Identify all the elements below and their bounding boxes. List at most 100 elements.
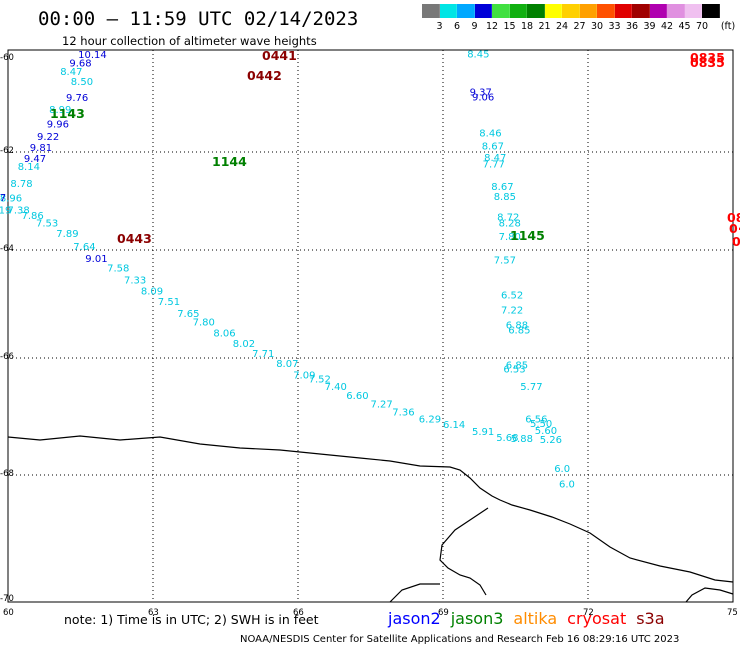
wave-height-point: 6.14 — [443, 420, 465, 431]
color-key-level: 24 — [555, 21, 569, 32]
lon-label: 72 — [583, 608, 594, 618]
color-key-swatch — [579, 4, 597, 18]
wave-height-point: 7.65 — [177, 309, 199, 320]
wave-height-point: 8.85 — [494, 192, 516, 203]
wave-height-point: 9.81 — [30, 143, 52, 154]
wave-height-point: 8.67 — [482, 142, 504, 153]
wave-height-point: 9.22 — [37, 132, 59, 143]
antarctic-coastline — [7, 435, 734, 583]
lon-label: 60 — [3, 608, 14, 618]
wave-height-point: 7.52 — [309, 375, 331, 386]
color-key-swatch — [509, 4, 527, 18]
color-key-level: 21 — [538, 21, 551, 32]
wave-height-point: 5.60 — [535, 426, 557, 437]
wave-height-point: 5.88 — [511, 434, 533, 445]
wave-height-point: 5.50 — [530, 419, 552, 430]
coastline-east — [685, 587, 734, 603]
satellite-s3a: s3a — [636, 609, 665, 628]
lat-label: -68 — [0, 469, 14, 479]
clipped-label: 08 — [727, 210, 740, 225]
lat-label: -64 — [0, 244, 14, 254]
wave-height-point: 7.27 — [371, 400, 393, 411]
wave-height-point: 6.0 — [554, 464, 570, 475]
color-key-swatch — [597, 4, 615, 18]
wave-height-point: 9.47 — [0, 193, 6, 204]
pass-time-1145: 1145 — [510, 228, 545, 243]
pass-time-0442: 0442 — [247, 68, 282, 83]
wave-height-point: 8.99 — [49, 105, 71, 116]
color-key-swatch — [684, 4, 702, 18]
wave-height-point: 7.80 — [499, 232, 521, 243]
wave-height-point: 9.68 — [69, 59, 91, 70]
wave-height-tracks: 10.149.688.478.509.768.999.969.229.819.4… — [0, 49, 575, 490]
color-key-level: 42 — [660, 21, 674, 32]
color-key-swatch — [544, 4, 562, 18]
wave-height-point: 6.60 — [346, 391, 368, 402]
pass-time-0441: 0441 — [262, 48, 297, 63]
wave-height-point: 8.02 — [233, 339, 255, 350]
wave-height-point: 9.01 — [85, 254, 107, 265]
wave-height-point: 8.47 — [484, 153, 506, 164]
wave-height-point: 8.96 — [0, 194, 22, 205]
color-key-swatch — [649, 4, 667, 18]
lon-gridlines — [152, 50, 589, 602]
satellite-jason3: jason3 — [450, 609, 504, 628]
wave-height-color-key — [422, 4, 720, 18]
color-key-swatch — [439, 4, 457, 18]
color-key-swatch — [422, 4, 440, 18]
wave-height-point: 6.52 — [501, 291, 523, 302]
wave-height-point: 5.68 — [496, 433, 518, 444]
wave-height-point: 5.26 — [540, 435, 562, 446]
wave-height-point: 7.51 — [158, 297, 180, 308]
color-key-swatch — [702, 4, 720, 18]
plot-frame — [7, 49, 734, 603]
color-key-level: 39 — [643, 21, 656, 32]
lat-gridlines — [8, 151, 733, 476]
color-key-level: 45 — [678, 21, 691, 32]
wave-height-point: 6.56 — [525, 414, 547, 425]
wave-height-point: 8.28 — [499, 219, 521, 230]
wave-height-point: 7.80 — [193, 318, 215, 329]
color-key-level: 18 — [520, 21, 534, 32]
wave-height-point: 7.40 — [325, 382, 347, 393]
wave-height-point: 8.46 — [479, 128, 501, 139]
color-key-level: 15 — [503, 21, 516, 32]
color-key-level: 3 — [436, 21, 443, 32]
wave-height-point: 5.77 — [520, 382, 542, 393]
wave-height-point: 9.76 — [66, 93, 88, 104]
wave-height-point: 7.77 — [483, 160, 505, 171]
color-key-unit: (ft) — [720, 21, 736, 32]
wave-height-point: 7.36 — [392, 407, 414, 418]
clipped-red-labels: 08 0· 0 — [727, 210, 740, 249]
wave-height-point: 7.09 — [293, 371, 315, 382]
lon-label: 66 — [293, 608, 304, 618]
color-key-labels: 3 6 9 12 15 18 21 24 27 30 33 36 39 42 45 70 (ft) — [422, 21, 740, 33]
satellite-cryosat: cryosat — [567, 609, 627, 628]
color-key-swatch — [492, 4, 510, 18]
color-key-level: 36 — [625, 21, 639, 32]
color-key-swatch — [527, 4, 545, 18]
pass-time-0443: 0443 — [117, 231, 152, 246]
color-key-level: 70 — [695, 21, 709, 32]
wave-height-point: 7.86 — [22, 211, 44, 222]
color-key-swatch — [632, 4, 650, 18]
wave-height-point: 9.37 — [470, 88, 492, 99]
lon-label: 63 — [148, 608, 159, 618]
clipped-label: 0· — [729, 221, 740, 236]
color-key-swatch — [474, 4, 492, 18]
color-key-level: 27 — [573, 21, 586, 32]
lat-label: -66 — [0, 352, 14, 362]
pass-time-labels: 0441 0442 0443 1143 1144 1145 0835 0835 — [50, 48, 725, 246]
coastline-inlet — [439, 507, 489, 596]
wave-height-point: 7.53 — [36, 219, 58, 230]
wave-height-point: 7.22 — [501, 306, 523, 317]
satellite-altika: altika — [513, 609, 558, 628]
wave-height-point: 9.47 — [24, 154, 46, 165]
lat-axis: -60 -62 -64 -66 -68 -70 — [0, 53, 14, 604]
pass-time-0835-overlap: 0835 — [690, 55, 725, 70]
wave-height-point: 8.14 — [18, 162, 40, 173]
color-key-level: 30 — [590, 21, 604, 32]
wave-height-point: 7.64 — [73, 242, 95, 253]
pass-time-1144: 1144 — [212, 154, 247, 169]
wave-height-point: 7.58 — [107, 264, 129, 275]
